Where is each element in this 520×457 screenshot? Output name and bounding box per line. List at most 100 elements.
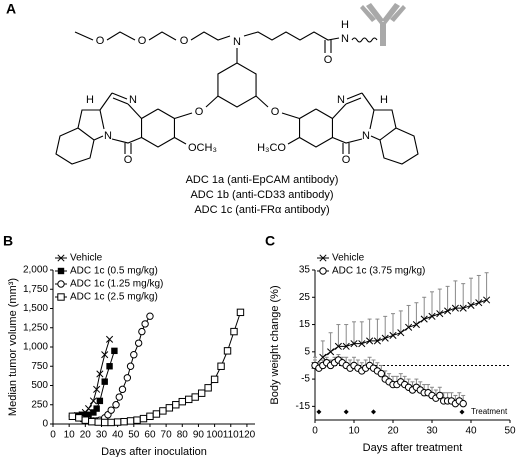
marker-stroke	[420, 315, 428, 323]
marker-stroke	[57, 254, 65, 262]
marker	[159, 407, 167, 415]
x-tick-label: 0	[312, 426, 318, 437]
y-tick-label: 5	[304, 346, 310, 357]
marker-stroke	[358, 340, 366, 348]
marker	[178, 397, 186, 406]
marker	[223, 347, 232, 355]
error-bar	[352, 321, 356, 344]
bond	[332, 136, 363, 144]
bond	[332, 103, 347, 119]
marker	[81, 416, 90, 424]
marker-stroke	[373, 337, 381, 345]
y-axis-label: Median tumor volume (mm³)	[7, 278, 19, 416]
error-bar	[437, 288, 442, 314]
marker	[126, 362, 135, 370]
marker	[111, 347, 118, 355]
atom-label: N	[129, 94, 137, 106]
marker	[96, 397, 104, 405]
marker	[134, 339, 143, 347]
marker	[88, 417, 96, 426]
bond	[99, 92, 113, 111]
marker	[165, 404, 174, 412]
error-bar	[375, 318, 380, 341]
error-bar	[320, 340, 325, 358]
legend-label: Treatment	[471, 407, 508, 416]
error-bar	[391, 313, 395, 336]
atom-label: O	[324, 54, 333, 66]
marker	[327, 348, 335, 356]
marker	[371, 409, 376, 415]
marker	[126, 417, 135, 425]
bond	[287, 137, 300, 145]
bond	[298, 108, 334, 148]
caption: ADC 1a (anti-EpCAM antibody)	[186, 174, 339, 186]
marker	[101, 418, 109, 427]
error-bar	[398, 310, 403, 333]
bond	[106, 31, 136, 41]
atom-label: N	[233, 36, 241, 48]
x-tick-label: 30	[426, 426, 438, 437]
atom-label: N	[362, 130, 370, 142]
bond	[190, 31, 231, 41]
antibody-icon	[360, 3, 406, 46]
marker	[107, 406, 115, 414]
error-bar	[367, 318, 372, 341]
y-tick-label: 0	[42, 419, 48, 430]
error-bar	[461, 283, 466, 309]
error-bar	[445, 285, 450, 311]
marker	[133, 416, 141, 424]
bond	[127, 103, 142, 119]
atom-label: H	[380, 94, 388, 106]
marker	[139, 414, 148, 423]
bond	[77, 109, 104, 141]
marker	[230, 327, 238, 336]
error-bar	[383, 315, 388, 339]
bond	[174, 112, 193, 120]
atom-label: O	[195, 106, 204, 118]
x-tick-label: 50	[504, 426, 516, 437]
panel-label: A	[6, 1, 16, 17]
marker	[93, 385, 101, 393]
error-bar	[406, 304, 411, 328]
x-tick-label: 80	[177, 430, 189, 441]
marker	[120, 417, 128, 426]
legend-label: ADC 1c (0.5 mg/kg)	[70, 266, 158, 277]
x-tick-label: 110	[223, 430, 239, 441]
x-tick-label: 40	[112, 430, 124, 441]
marker	[112, 401, 120, 409]
x-axis-label: Days after treatment	[363, 442, 463, 454]
marker	[57, 293, 65, 301]
marker-stroke	[459, 304, 467, 312]
marker	[107, 418, 115, 427]
marker	[57, 280, 65, 288]
marker	[467, 301, 475, 310]
marker	[358, 340, 366, 348]
marker	[459, 399, 467, 408]
bond	[346, 92, 363, 100]
error-bar	[414, 302, 419, 325]
marker	[350, 340, 358, 348]
marker	[342, 342, 350, 350]
x-tick-label: 10	[348, 426, 360, 437]
marker	[85, 411, 92, 418]
marker	[436, 310, 444, 318]
marker	[93, 405, 100, 412]
panel-label: C	[265, 233, 275, 249]
bond	[205, 95, 219, 108]
marker	[106, 335, 114, 343]
error-bar	[453, 280, 458, 309]
marker	[96, 370, 104, 378]
x-tick-label: 10	[64, 430, 76, 441]
x-tick-label: 90	[193, 430, 205, 441]
atom-label: H	[86, 94, 94, 106]
marker	[123, 374, 132, 382]
marker-stroke	[381, 334, 389, 342]
atom-label: N	[341, 33, 349, 45]
bond	[74, 31, 94, 41]
atom-label: O	[342, 154, 351, 166]
marker	[101, 378, 108, 385]
y-tick-label: 1,000	[23, 342, 48, 353]
atom-label: N	[104, 130, 112, 142]
marker	[185, 395, 193, 404]
